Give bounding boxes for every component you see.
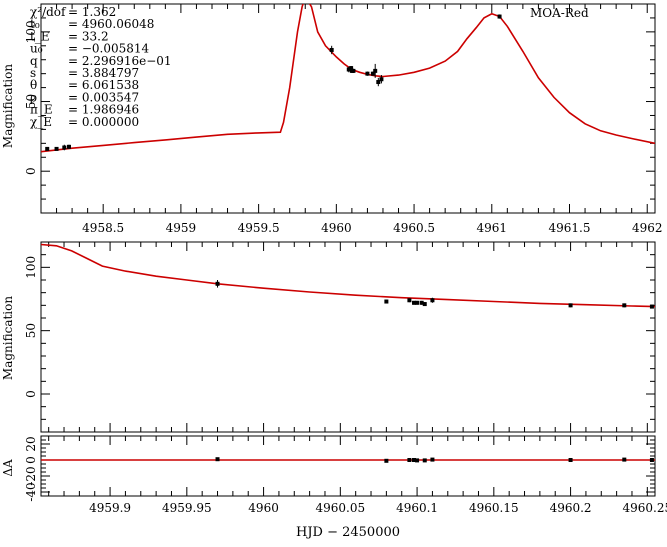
- data-point: [373, 68, 378, 73]
- param-value: = 1.362: [68, 5, 116, 19]
- x-tick-label: 4960.1: [396, 501, 438, 515]
- param-name: π_E: [30, 103, 53, 117]
- param-value: = 0.000000: [68, 115, 139, 129]
- x-tick-label: 4959: [166, 221, 197, 235]
- data-point: [54, 146, 59, 151]
- y-tick-label: -40: [24, 482, 38, 501]
- param-name: t_E: [30, 29, 50, 43]
- x-tick-label: 4960.25: [623, 501, 667, 515]
- data-point: [379, 77, 384, 82]
- panel-top-label: MOA-Red: [530, 6, 589, 20]
- data-point: [412, 300, 417, 305]
- x-tick-label: 4959.5: [238, 221, 280, 235]
- y-tick-label: 20: [24, 436, 38, 451]
- data-point: [412, 458, 417, 462]
- y-tick-label: 0: [24, 456, 38, 464]
- data-point: [430, 298, 435, 303]
- data-point: [407, 458, 412, 462]
- data-point: [365, 71, 370, 76]
- panel-residuals: -40-20 0 20 4959.9 4959.95 4960 4960.05 4960.1 4…: [24, 435, 667, 515]
- data-point: [346, 67, 351, 72]
- param-name: s: [30, 66, 36, 80]
- y-axis-label-residual: ΔA: [1, 459, 15, 477]
- data-point: [384, 458, 389, 463]
- param-value: = 33.2: [68, 29, 109, 43]
- x-tick-label: 4961: [477, 221, 508, 235]
- param-value: = 3.884797: [68, 66, 139, 80]
- data-point: [568, 458, 573, 462]
- param-name: θ: [30, 78, 37, 92]
- param-value: = 2.296916e−01: [68, 54, 172, 68]
- data-point: [66, 144, 71, 149]
- y-axis-label-top: Magnification: [1, 64, 15, 148]
- x-tick-label: 4960.2: [550, 501, 592, 515]
- x-tick-label: 4962: [632, 221, 663, 235]
- data-point: [422, 302, 427, 307]
- y-axis-label-middle: Magnification: [1, 296, 15, 380]
- x-tick-label: 4960.05: [316, 501, 366, 515]
- y-tick-label: 0: [24, 167, 38, 175]
- y-tick-label: 0: [24, 390, 38, 398]
- plot-frame: [40, 3, 656, 214]
- model-curve: [41, 243, 655, 308]
- data-point: [45, 146, 50, 151]
- param-value: = 6.061538: [68, 78, 139, 92]
- data-point: [407, 298, 412, 303]
- param-value: = 1.986946: [68, 103, 139, 117]
- data-point: [370, 71, 375, 76]
- data-point: [622, 457, 627, 462]
- panel-top: 0 50 100 4958.5 4959 4959.5 4960 4960.5 4961 4961…: [24, 3, 663, 235]
- y-tick-label: 50: [24, 323, 38, 338]
- param-name: u₀: [30, 42, 43, 56]
- x-tick-label: 4959.9: [89, 501, 131, 515]
- x-tick-label: 4960: [248, 501, 279, 515]
- y-tick-label: 100: [24, 20, 38, 43]
- param-name: q: [30, 54, 38, 68]
- param-value: = 0.003547: [68, 90, 139, 104]
- param-name: ρ: [30, 90, 37, 104]
- data-point: [622, 303, 627, 308]
- data-point: [422, 458, 427, 463]
- param-value: = 4960.06048: [68, 17, 154, 31]
- x-axis-label: HJD − 2450000: [296, 525, 400, 540]
- data-point: [419, 300, 424, 305]
- data-point: [62, 145, 67, 150]
- data-point: [351, 68, 356, 73]
- fit-parameters: χ²/dof = 1.362 t₀ = 4960.06048 t_E = 33.2 u₀ = …: [30, 5, 172, 129]
- data-point: [215, 457, 220, 462]
- data-point: [384, 299, 389, 304]
- data-point: [215, 281, 220, 286]
- y-tick-label: -20: [24, 466, 38, 485]
- x-tick-label: 4958.5: [82, 221, 124, 235]
- data-point: [430, 457, 435, 462]
- data-point: [415, 300, 420, 305]
- data-point: [376, 80, 381, 85]
- data-point: [415, 458, 420, 463]
- param-name: t₀: [30, 17, 40, 31]
- data-point: [349, 66, 354, 71]
- plot-frame: [40, 435, 656, 497]
- y-tick-label: 50: [24, 94, 38, 109]
- x-tick-label: 4961.5: [549, 221, 591, 235]
- x-tick-label: 4960.5: [393, 221, 435, 235]
- panel-middle: 0 50 100: [24, 241, 656, 433]
- data-point: [497, 14, 502, 19]
- x-tick-label: 4960: [321, 221, 352, 235]
- plot-frame: [40, 241, 656, 433]
- data-point: [649, 304, 654, 309]
- y-tick-label: 100: [24, 256, 38, 279]
- data-point: [568, 303, 573, 308]
- param-name: χ_E: [30, 115, 52, 129]
- param-name: χ²/dof: [30, 5, 67, 19]
- data-point: [649, 458, 654, 462]
- data-point: [329, 47, 334, 52]
- x-tick-label: 4960.15: [469, 501, 519, 515]
- x-tick-label: 4959.95: [162, 501, 212, 515]
- param-value: = −0.005814: [68, 42, 150, 56]
